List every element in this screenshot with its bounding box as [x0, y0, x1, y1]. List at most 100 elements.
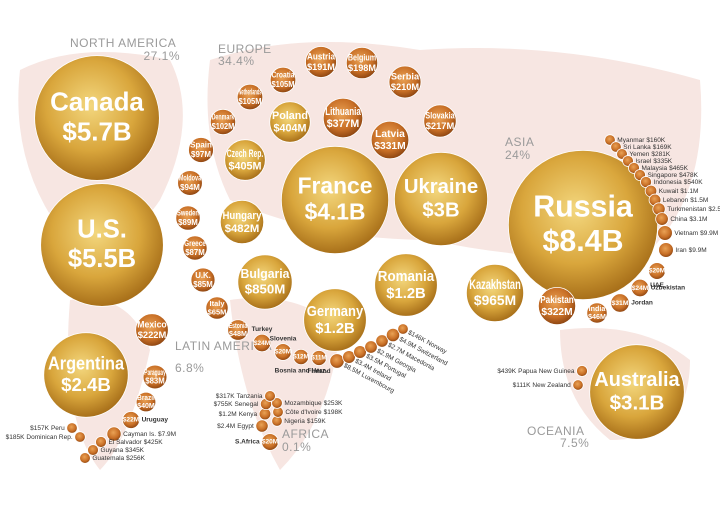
country-name: Dominican Rep. [26, 434, 72, 441]
bubble [66, 422, 78, 434]
country-value: $478K [679, 172, 698, 179]
country-value: $85M [193, 280, 213, 289]
country-value: $24M [254, 340, 271, 347]
country: Poland$404M [269, 101, 311, 143]
country-name: Moldova [179, 174, 202, 183]
country: Australia$3.1B [589, 344, 685, 440]
country: Nigeria $159K [271, 415, 326, 427]
country-name: Denmark [212, 113, 235, 122]
country-value: $4.1B [305, 199, 366, 225]
bubble [388, 65, 422, 99]
country: $157K Peru [30, 422, 78, 434]
bubble [142, 364, 168, 390]
bubble [576, 365, 588, 377]
country-name: Myanmar [617, 137, 645, 144]
bubble [122, 411, 140, 429]
country-value: $405M [228, 160, 261, 172]
bubble [135, 313, 169, 347]
country-label: $317K Tanzania [216, 393, 263, 400]
country-name: Sri Lanka [623, 144, 651, 151]
country-label: Mozambique $253K [284, 400, 343, 407]
bubble [630, 278, 650, 298]
country-value: $256K [126, 455, 145, 462]
country-label: Turkmenistan$2.5M [667, 206, 720, 213]
country-name: Jordan [631, 300, 653, 307]
country-name: Slovakia [425, 110, 455, 120]
country-value: $2.4B [61, 374, 111, 395]
country-name: Malaysia [642, 165, 668, 172]
country-name: Singapore [648, 172, 678, 179]
country-label: $185K Dominican Rep. [6, 434, 73, 441]
country: Kazakhstan$965M [465, 263, 525, 323]
country: $4.9MSwitzerland [385, 327, 449, 367]
country-label: Indonesia $540K [654, 179, 704, 186]
country-value: $253K [324, 400, 343, 407]
country-name: Croatia [271, 71, 294, 80]
country-name: Netherlands [238, 88, 261, 97]
country-name: Belgium [348, 52, 376, 62]
country: Serbia$210M [388, 65, 422, 99]
country-name: Ukraine [404, 176, 478, 198]
bubble [237, 254, 293, 310]
country-label: El Salvador $425K [108, 439, 163, 446]
country-name: Egypt [237, 423, 254, 430]
country-name: Vietnam [674, 230, 698, 237]
country-name: China [670, 216, 687, 223]
country-name: Russia [533, 190, 634, 223]
country-name: Austria [307, 51, 336, 61]
country-name: Poland [272, 110, 308, 122]
country-name: Turkmenistan [667, 206, 707, 213]
country-name: Indonesia [654, 179, 683, 186]
country-value: $159K [307, 418, 326, 425]
country-value: $331M [374, 141, 405, 152]
bubble [374, 253, 438, 317]
country: China $3.1M [655, 212, 707, 226]
country-label: Israel $335K [635, 158, 672, 165]
country: Czech Rep.$405M [224, 139, 266, 181]
country-value: $105M [271, 80, 294, 89]
country: Bulgaria$850M [237, 254, 293, 310]
country-name: Papua New Guinea [518, 368, 575, 375]
bubble [370, 120, 410, 160]
country-label: Cayman Is. $7.9M [123, 431, 176, 438]
country: Latvia$331M [370, 120, 410, 160]
country-name: India [589, 305, 607, 313]
country-name: Greece [184, 239, 206, 248]
country-value: $102M [212, 122, 235, 131]
country-value: $111K [513, 382, 531, 389]
bubble [657, 225, 673, 241]
country: Belgium$198M [345, 46, 379, 80]
country-name: Hungary [222, 210, 262, 222]
country-name: Israel [635, 158, 651, 165]
country-value: $3.1B [610, 392, 665, 415]
country-name: Yemen [629, 151, 649, 158]
bubble [364, 340, 378, 354]
country-value: $322M [541, 307, 572, 318]
country: $185K Dominican Rep. [6, 431, 86, 443]
region-name: ASIA [505, 135, 534, 149]
bubble [353, 345, 367, 359]
bubble [205, 296, 229, 320]
country: $111K New Zealand [513, 379, 584, 391]
country-value: $482M [225, 223, 260, 235]
bubble [209, 108, 237, 136]
country: Guatemala $256K [79, 452, 146, 464]
country-name: Romania [378, 269, 435, 285]
bubble [40, 183, 164, 307]
country: Russia$8.4B [507, 149, 659, 301]
country: U.K.$85M [190, 267, 216, 293]
country-label: $2.4M Egypt [217, 423, 254, 430]
country: Lithuania$377M [322, 97, 364, 139]
bubble [311, 350, 327, 366]
country-name: Cayman Is. [123, 431, 156, 438]
country: $2.4M Egypt [217, 419, 269, 433]
country-name: Czech Rep. [227, 148, 264, 160]
country-name: Peru [51, 425, 65, 432]
country: Moldova$94M [177, 170, 203, 196]
country-value: $48M [229, 329, 247, 338]
country: Romania$1.2B [374, 253, 438, 317]
country-value: $3.1M [689, 216, 707, 223]
country-name: Finland [307, 368, 330, 375]
country: Denmark$102M [209, 108, 237, 136]
